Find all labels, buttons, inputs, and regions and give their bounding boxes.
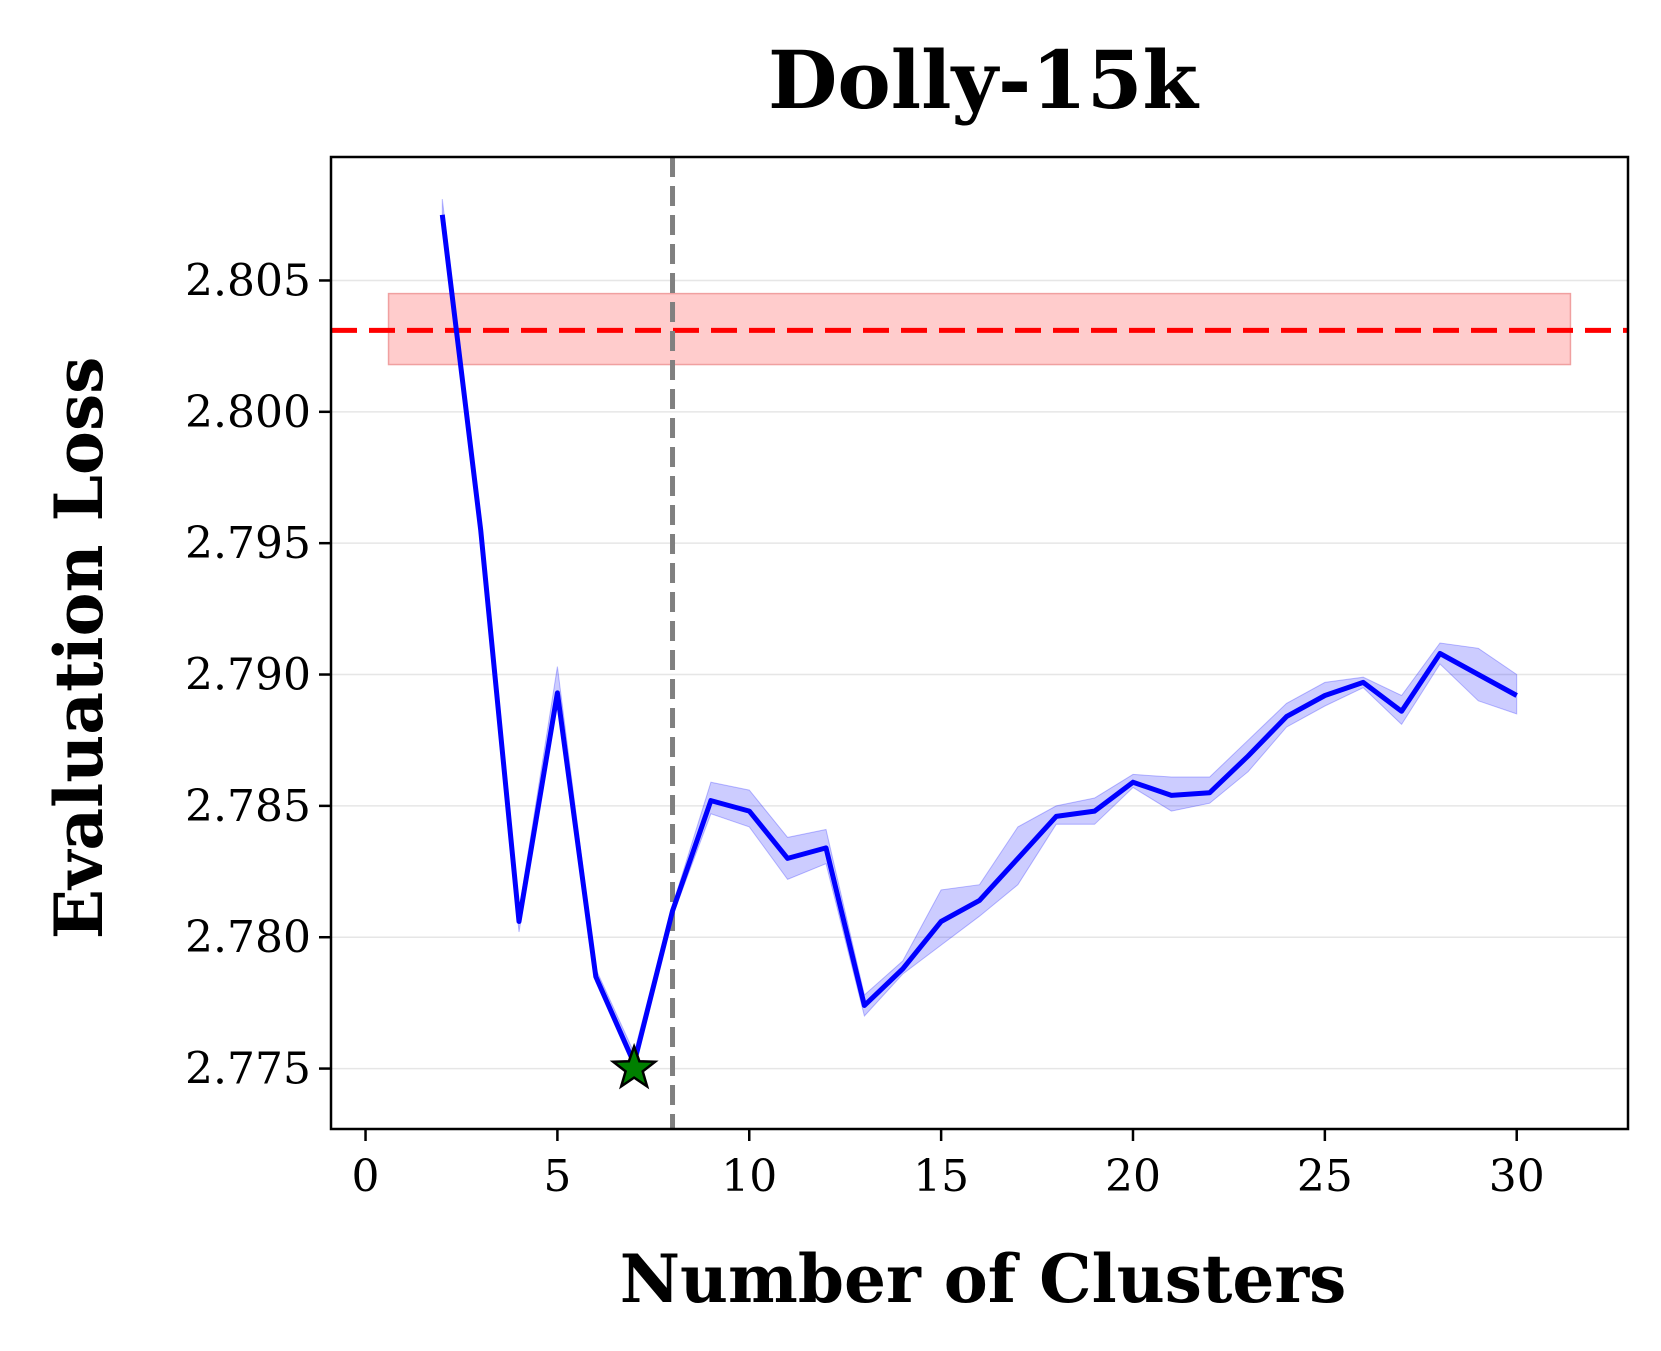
grid-lines xyxy=(331,279,1628,1070)
x-axis-label: Number of Clusters xyxy=(620,1240,1347,1318)
best-point-star xyxy=(609,1042,659,1090)
chart-title: Dolly-15k xyxy=(768,33,1200,127)
series-confidence-band xyxy=(441,198,1518,1071)
x-tick-label: 20 xyxy=(1105,1151,1161,1202)
x-axis-ticks: 0 5 10 15 20 25 30 xyxy=(352,1129,1545,1202)
y-axis-ticks: 2.775 2.780 2.785 2.790 2.795 2.800 2.805 xyxy=(185,255,331,1095)
y-tick-label: 2.805 xyxy=(185,255,311,306)
x-tick-label: 30 xyxy=(1489,1151,1545,1202)
x-tick-label: 25 xyxy=(1297,1151,1353,1202)
x-tick-label: 5 xyxy=(543,1151,571,1202)
y-tick-label: 2.780 xyxy=(185,912,311,963)
y-tick-label: 2.800 xyxy=(185,387,311,438)
series-line xyxy=(439,214,1518,1066)
y-tick-label: 2.775 xyxy=(185,1044,311,1095)
y-tick-label: 2.795 xyxy=(185,518,311,569)
y-tick-label: 2.790 xyxy=(185,650,311,701)
markers xyxy=(609,1042,659,1090)
x-tick-label: 0 xyxy=(352,1151,380,1202)
plot-frame xyxy=(329,155,1630,1131)
x-tick-label: 15 xyxy=(913,1151,969,1202)
y-axis-label: Evaluation Loss xyxy=(40,357,118,940)
series-lines xyxy=(331,157,1628,1129)
x-tick-label: 10 xyxy=(721,1151,777,1202)
y-tick-label: 2.785 xyxy=(185,781,311,832)
